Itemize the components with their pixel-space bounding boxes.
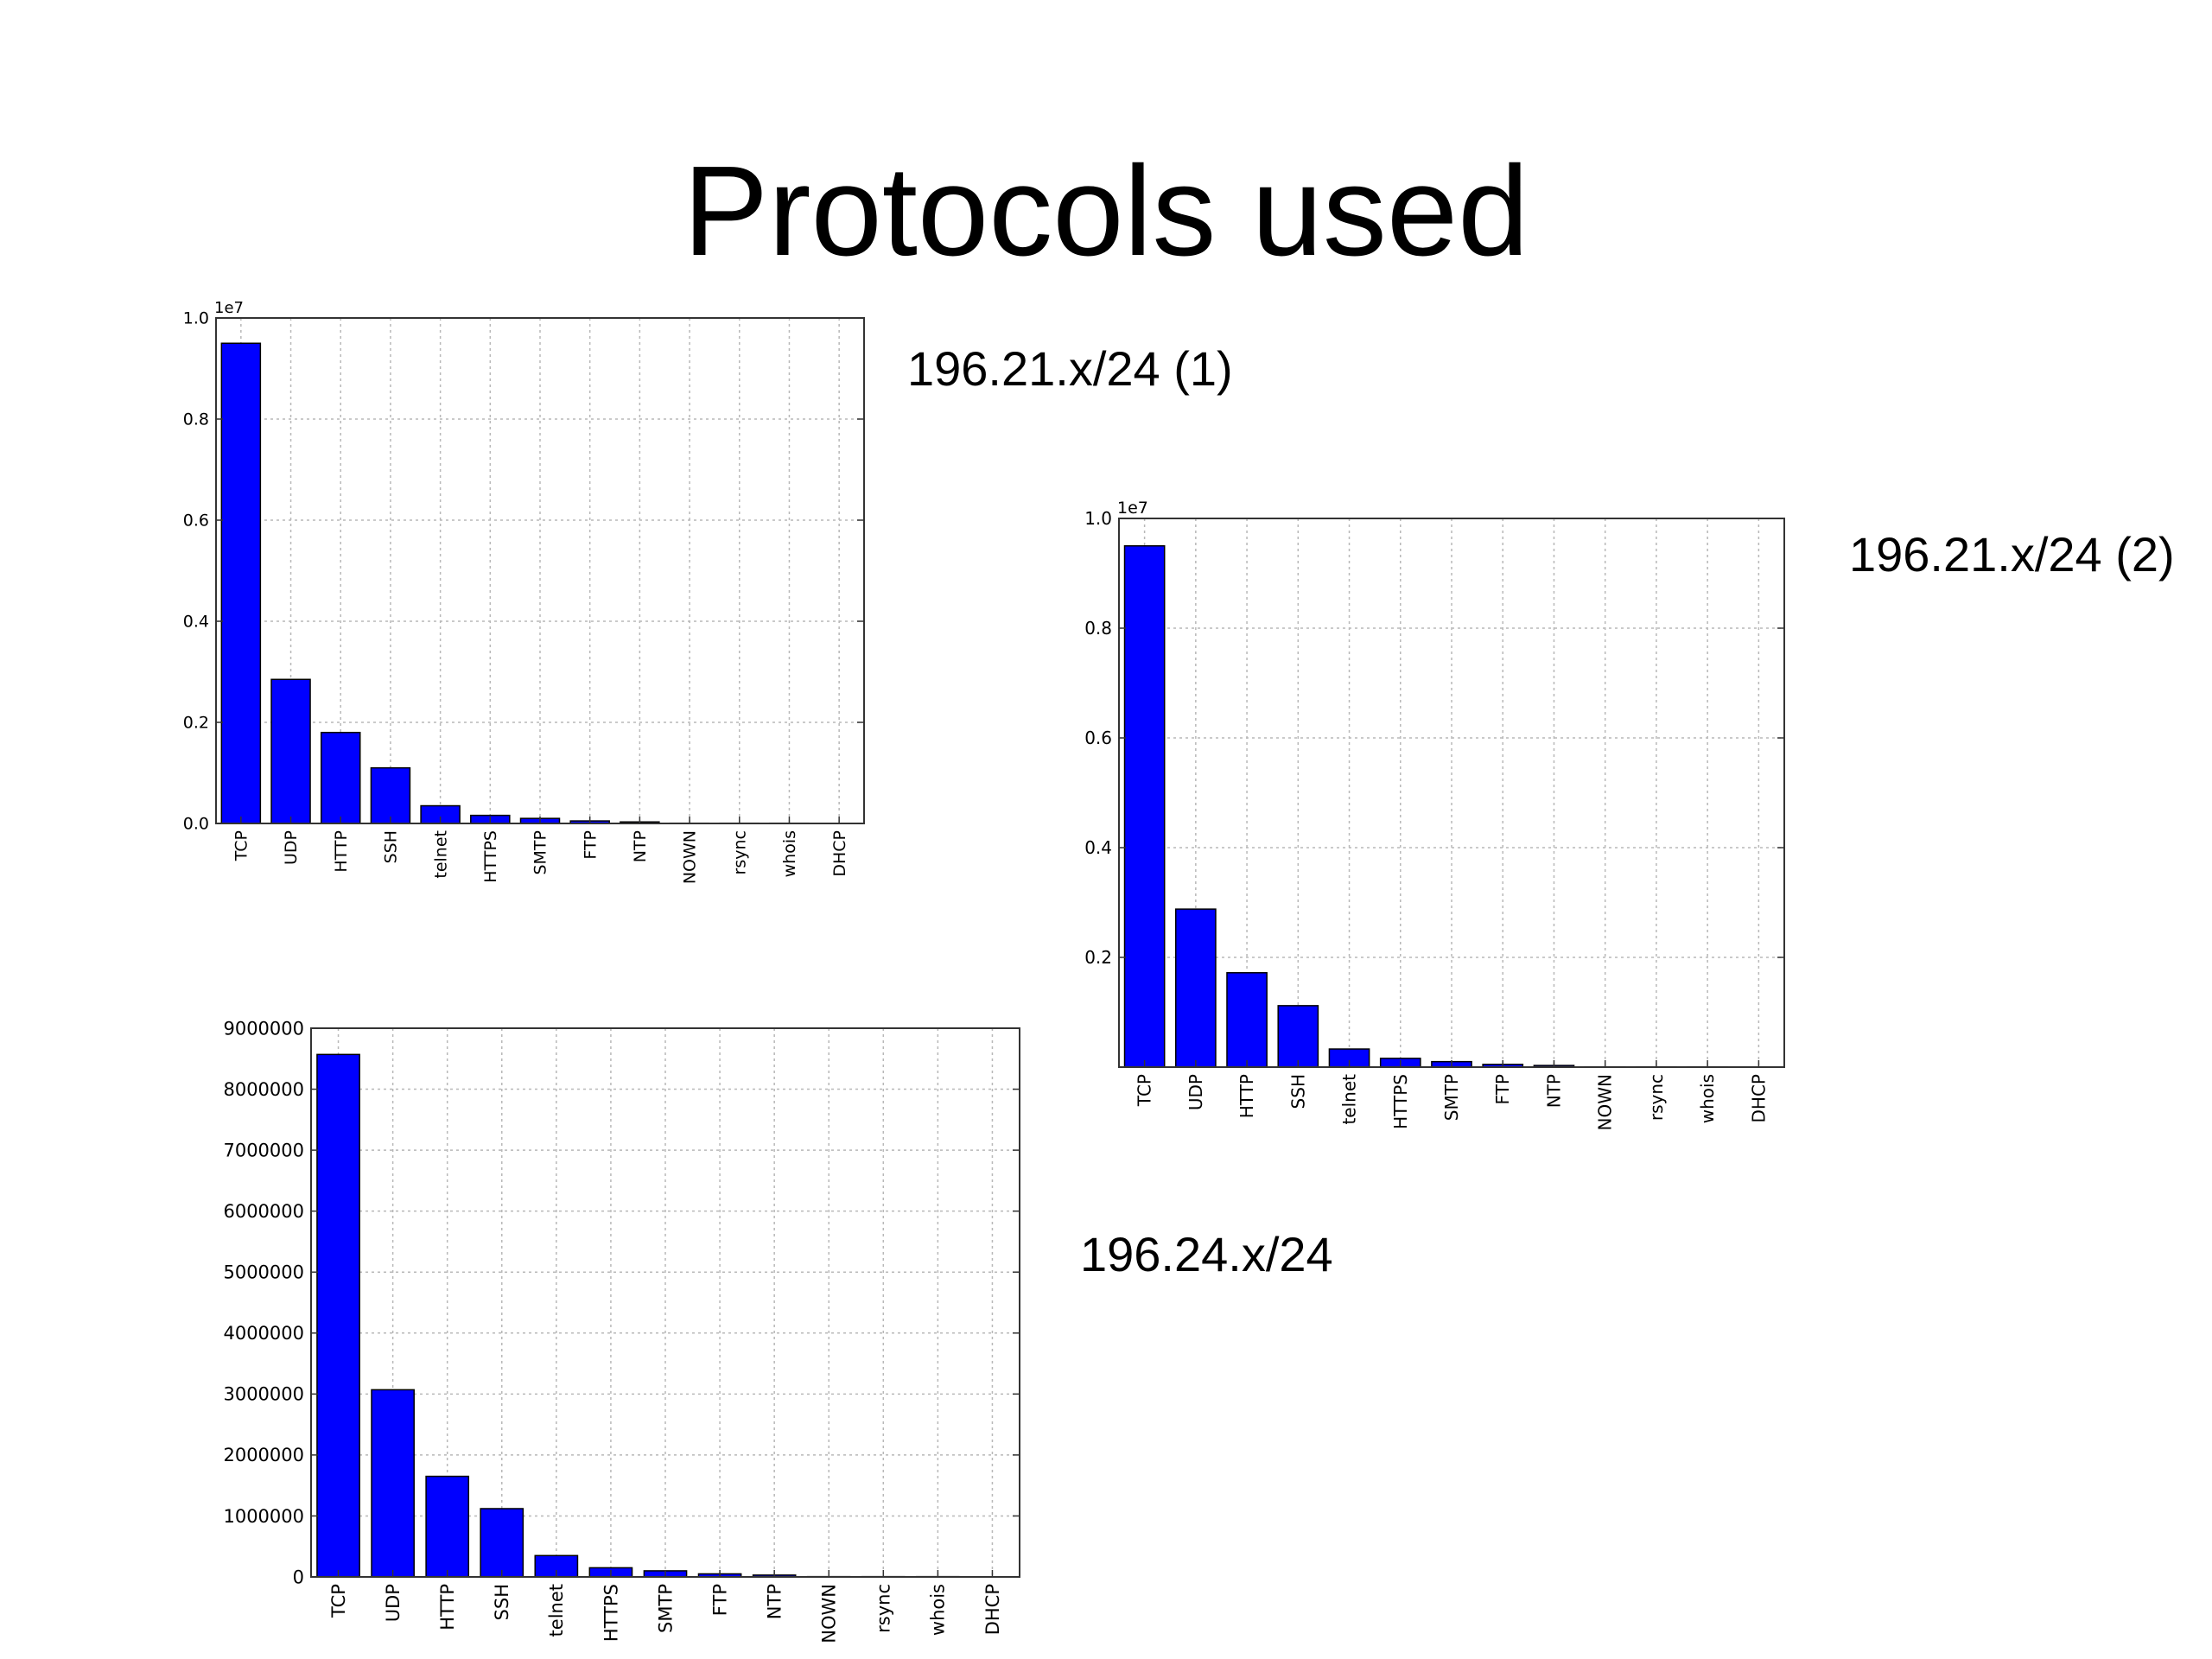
x-tick-label: NTP [1543, 1074, 1564, 1108]
bar-tcp [220, 342, 262, 824]
x-tick-label: whois [780, 830, 799, 877]
y-tick-label: 1.0 [183, 309, 209, 328]
chart-caption-196-21-2: 196.21.x/24 (2) [1849, 527, 2175, 582]
x-tick-label: telnet [1339, 1074, 1360, 1125]
x-tick-label: SMTP [531, 830, 550, 875]
x-tick-label: UDP [282, 830, 301, 865]
x-tick-label: NTP [765, 1584, 785, 1619]
y-scale-label: 1e7 [214, 299, 244, 317]
x-tick-label: DHCP [830, 830, 849, 877]
y-tick-label: 0.6 [1084, 728, 1112, 748]
x-tick-label: FTP [581, 830, 600, 860]
x-tick-label: SMTP [655, 1584, 676, 1633]
bar-chart-196-24: 0 1000000 2000000 3000000 4000000 5000000 6000… [223, 1018, 1020, 1643]
bar-ssh [370, 766, 411, 824]
bar-http [320, 731, 361, 824]
x-tick-label: rsync [730, 830, 749, 874]
y-tick-label: 0 [293, 1567, 304, 1587]
x-tick-label: HTTP [332, 830, 351, 873]
x-tick-label: telnet [431, 830, 450, 879]
y-tick-label: 7000000 [223, 1140, 304, 1160]
y-tick-label: 6000000 [223, 1201, 304, 1222]
x-tick-label: SMTP [1441, 1074, 1462, 1121]
x-tick-label: NOWN [1595, 1074, 1616, 1130]
x-tick-label: whois [928, 1584, 949, 1636]
y-tick-label: 0.8 [183, 410, 209, 429]
x-tick-label: TCP [232, 830, 251, 861]
y-tick-label: 0.4 [1084, 837, 1112, 858]
bar-tcp [316, 1053, 360, 1578]
chart-caption-196-24: 196.24.x/24 [1080, 1227, 1333, 1281]
x-tick-label: FTP [709, 1584, 730, 1616]
y-tick-label: 0.2 [1084, 947, 1112, 968]
x-tick-label: HTTP [437, 1584, 458, 1630]
y-scale-label: 1e7 [1117, 499, 1148, 518]
x-tick-label: NOWN [819, 1584, 840, 1643]
y-tick-label: 3000000 [223, 1384, 304, 1405]
bar-telnet [534, 1554, 579, 1578]
y-tick-label: 0.2 [183, 714, 209, 733]
x-tick-label: TCP [1135, 1074, 1155, 1107]
bar-http [425, 1475, 470, 1578]
chart-caption-196-21-1: 196.21.x/24 (1) [907, 341, 1233, 396]
x-tick-label: UDP [383, 1584, 404, 1622]
x-tick-label: HTTP [1236, 1074, 1257, 1118]
y-tick-label: 2000000 [223, 1445, 304, 1465]
bar-ssh [480, 1508, 524, 1578]
x-tick-label: rsync [874, 1584, 894, 1633]
x-tick-label: NOWN [681, 830, 700, 884]
slide-title: Protocols used [683, 140, 1529, 283]
y-tick-label: 8000000 [223, 1079, 304, 1100]
y-tick-label: 1.0 [1084, 508, 1112, 529]
x-tick-label: telnet [546, 1584, 567, 1637]
bar-http [1226, 972, 1268, 1068]
y-tick-label: 5000000 [223, 1262, 304, 1283]
x-tick-label: DHCP [982, 1584, 1003, 1635]
y-tick-label: 0.6 [183, 512, 209, 531]
y-tick-label: 4000000 [223, 1323, 304, 1344]
x-tick-label: UDP [1185, 1074, 1206, 1110]
y-tick-label: 0.8 [1084, 618, 1112, 639]
y-tick-label: 9000000 [223, 1018, 304, 1039]
x-tick-label: whois [1697, 1074, 1718, 1123]
x-tick-label: SSH [492, 1584, 512, 1620]
x-tick-label: HTTPS [481, 830, 500, 883]
x-tick-label: SSH [382, 830, 401, 863]
bar-udp [1174, 908, 1217, 1068]
bar-chart-196-21-2: 0.2 0.4 0.6 0.8 1.0 1e7 TCP UDP HTTP SSH telnet HTT… [1084, 499, 1785, 1130]
bar-chart-196-21-1: 0.0 0.2 0.4 0.6 0.8 1.0 1e7 TCP UDP HTTP SSH telnet… [183, 299, 865, 884]
x-tick-label: DHCP [1748, 1074, 1769, 1122]
bar-ssh [1277, 1005, 1319, 1068]
x-tick-label: HTTPS [1390, 1074, 1411, 1129]
bar-tcp [1123, 545, 1166, 1068]
y-tick-label: 1000000 [223, 1506, 304, 1527]
y-tick-label: 0.0 [183, 815, 209, 834]
bar-udp [270, 678, 311, 824]
bar-udp [371, 1389, 415, 1578]
x-tick-label: SSH [1287, 1074, 1308, 1109]
x-tick-label: TCP [328, 1584, 349, 1618]
x-tick-label: rsync [1646, 1074, 1667, 1121]
x-tick-label: HTTPS [601, 1584, 621, 1642]
y-tick-label: 0.4 [183, 613, 209, 632]
x-tick-label: NTP [631, 830, 650, 862]
x-tick-label: FTP [1492, 1074, 1513, 1104]
